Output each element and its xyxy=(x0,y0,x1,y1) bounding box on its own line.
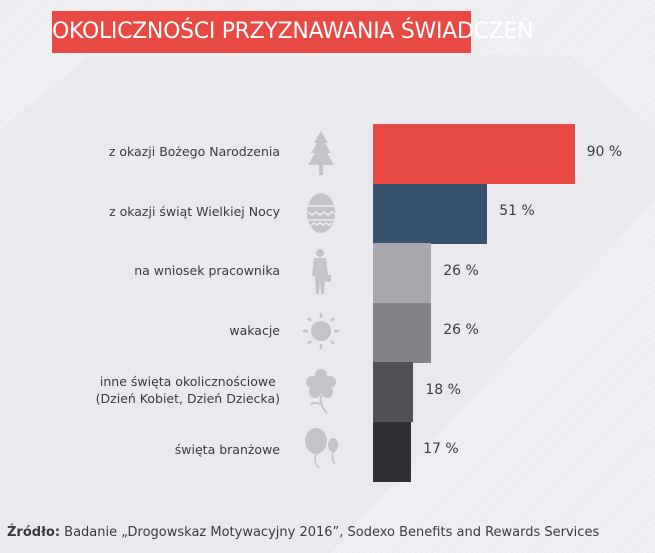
category-label: inne święta okolicznościowe (Dzień Kobiet… xyxy=(96,373,280,407)
bar xyxy=(373,362,414,422)
balloons-icon xyxy=(303,426,339,474)
bar xyxy=(373,421,412,482)
value-label: 26 % xyxy=(443,322,479,339)
easter-egg-icon xyxy=(303,188,339,236)
category-label: wakacje xyxy=(229,322,280,339)
bar xyxy=(373,302,432,363)
category-label: z okazji świąt Wielkiej Nocy xyxy=(109,203,280,220)
source-label: Źródło: xyxy=(7,525,61,540)
bar xyxy=(373,243,432,303)
category-label-line: wakacje xyxy=(229,322,280,338)
source-note: Źródło: Badanie „Drogowskaz Motywacyjny … xyxy=(7,525,599,540)
category-label: z okazji Bożego Narodzenia xyxy=(109,143,280,160)
category-label-line: z okazji świąt Wielkiej Nocy xyxy=(109,203,280,219)
value-label: 17 % xyxy=(423,441,459,458)
category-label-line: święta branżowe xyxy=(174,441,280,457)
value-label: 51 % xyxy=(499,203,535,220)
flower-icon xyxy=(303,367,339,415)
category-label: na wniosek pracownika xyxy=(134,262,280,279)
chart-title: OKOLICZNOŚCI PRZYZNAWANIA ŚWIADCZEŃ xyxy=(52,11,533,53)
value-label: 90 % xyxy=(586,143,623,160)
category-label-line: (Dzień Kobiet, Dzień Dziecka) xyxy=(95,390,280,406)
sun-icon xyxy=(303,307,339,355)
person-icon xyxy=(303,248,339,296)
value-label: 18 % xyxy=(425,381,461,398)
category-label: święta branżowe xyxy=(175,441,280,458)
source-text: Badanie „Drogowskaz Motywacyjny 2016”, S… xyxy=(60,525,600,540)
bar xyxy=(373,124,575,184)
category-label-line: na wniosek pracownika xyxy=(134,263,280,279)
tree-icon xyxy=(303,129,339,177)
value-label: 26 % xyxy=(443,262,479,279)
category-label-line: z okazji Bożego Narodzenia xyxy=(108,144,280,160)
bar xyxy=(373,183,488,244)
category-label-line: inne święta okolicznościowe xyxy=(99,373,276,389)
